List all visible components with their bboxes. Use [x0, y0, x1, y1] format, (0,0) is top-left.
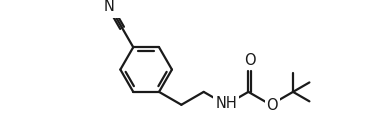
- Text: O: O: [267, 98, 278, 113]
- Text: NH: NH: [215, 96, 237, 111]
- Text: N: N: [103, 0, 114, 14]
- Text: O: O: [244, 53, 256, 68]
